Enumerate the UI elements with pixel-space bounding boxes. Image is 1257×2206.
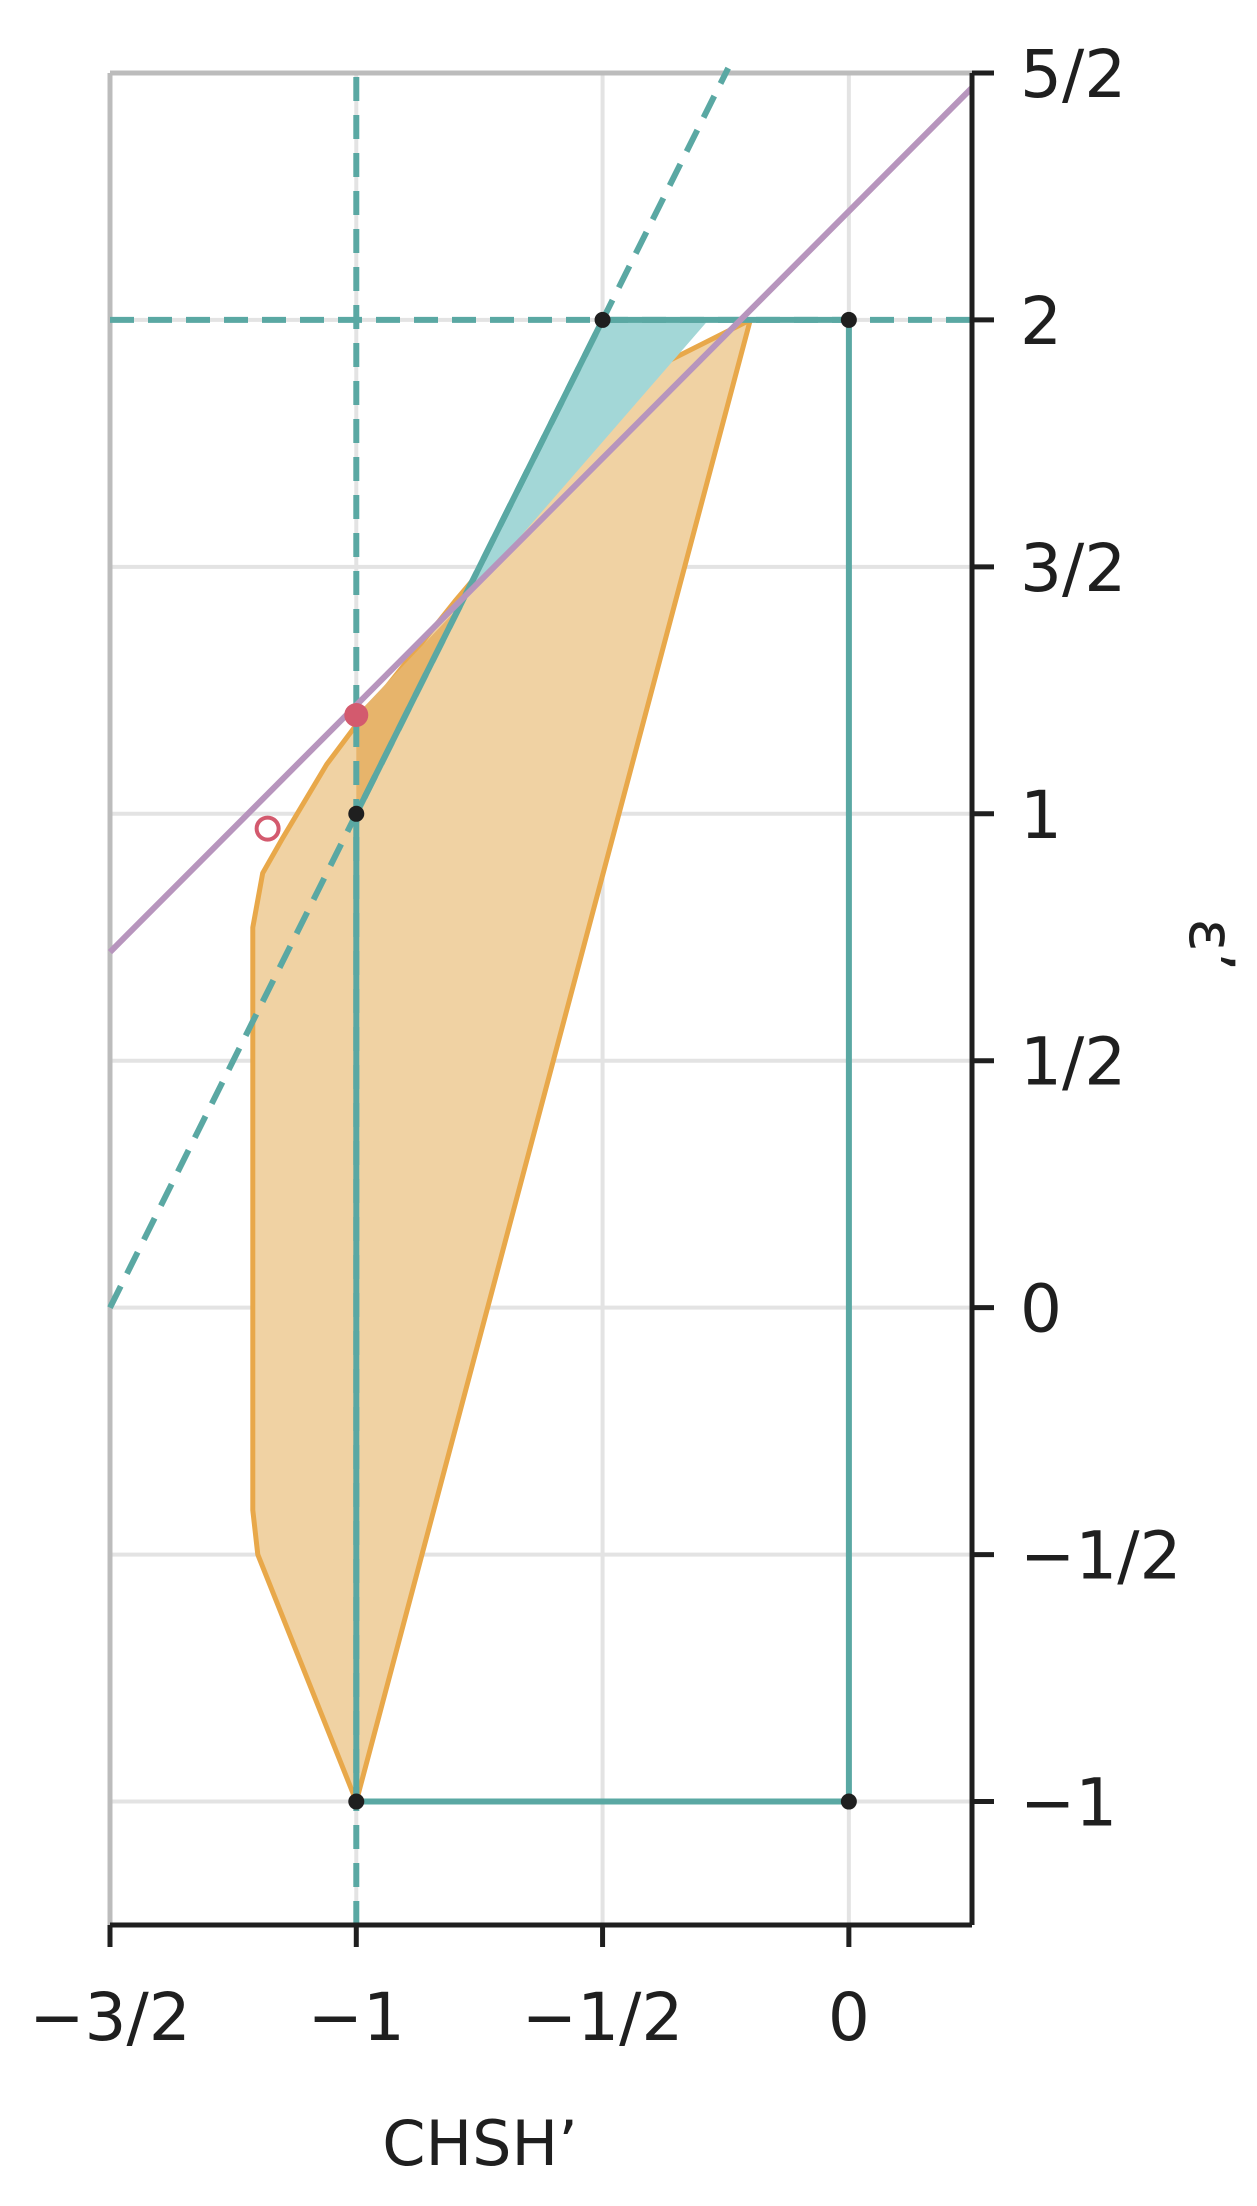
point-marker <box>348 805 365 822</box>
point-marker <box>594 311 611 328</box>
axes <box>107 70 994 1947</box>
x-tick-label: −1 <box>308 1979 405 2056</box>
y-tick-label: −1/2 <box>1020 1518 1182 1595</box>
tick-labels: −3/2 −1 −1/2 0 5/2 2 3/2 1 1/2 0 −1/2 −1 <box>29 36 1181 2056</box>
x-tick-label: −1/2 <box>522 1979 684 2056</box>
open-point-marker <box>254 815 281 842</box>
series-lines <box>107 66 975 1925</box>
y-axis-title: ε’ <box>1175 918 1248 971</box>
highlight-point-marker <box>344 703 369 728</box>
y-tick-label: −1 <box>1020 1765 1117 1842</box>
y-tick-label: 1/2 <box>1020 1024 1126 1101</box>
teal-dashed-line <box>107 66 731 1310</box>
y-tick-label: 0 <box>1020 1271 1062 1348</box>
y-tick-label: 5/2 <box>1020 36 1126 113</box>
x-axis-title: CHSH’ <box>382 2107 578 2180</box>
y-tick-label: 2 <box>1020 283 1062 360</box>
teal-triangle <box>459 319 709 607</box>
y-tick-label: 3/2 <box>1020 530 1126 607</box>
x-tick-label: 0 <box>828 1979 870 2056</box>
markers <box>254 311 857 1810</box>
point-marker <box>840 1793 857 1810</box>
point-marker <box>348 1793 365 1810</box>
point-marker <box>840 311 857 328</box>
x-tick-label: −3/2 <box>29 1979 191 2056</box>
y-tick-label: 1 <box>1020 777 1062 854</box>
purple-line <box>107 85 975 955</box>
